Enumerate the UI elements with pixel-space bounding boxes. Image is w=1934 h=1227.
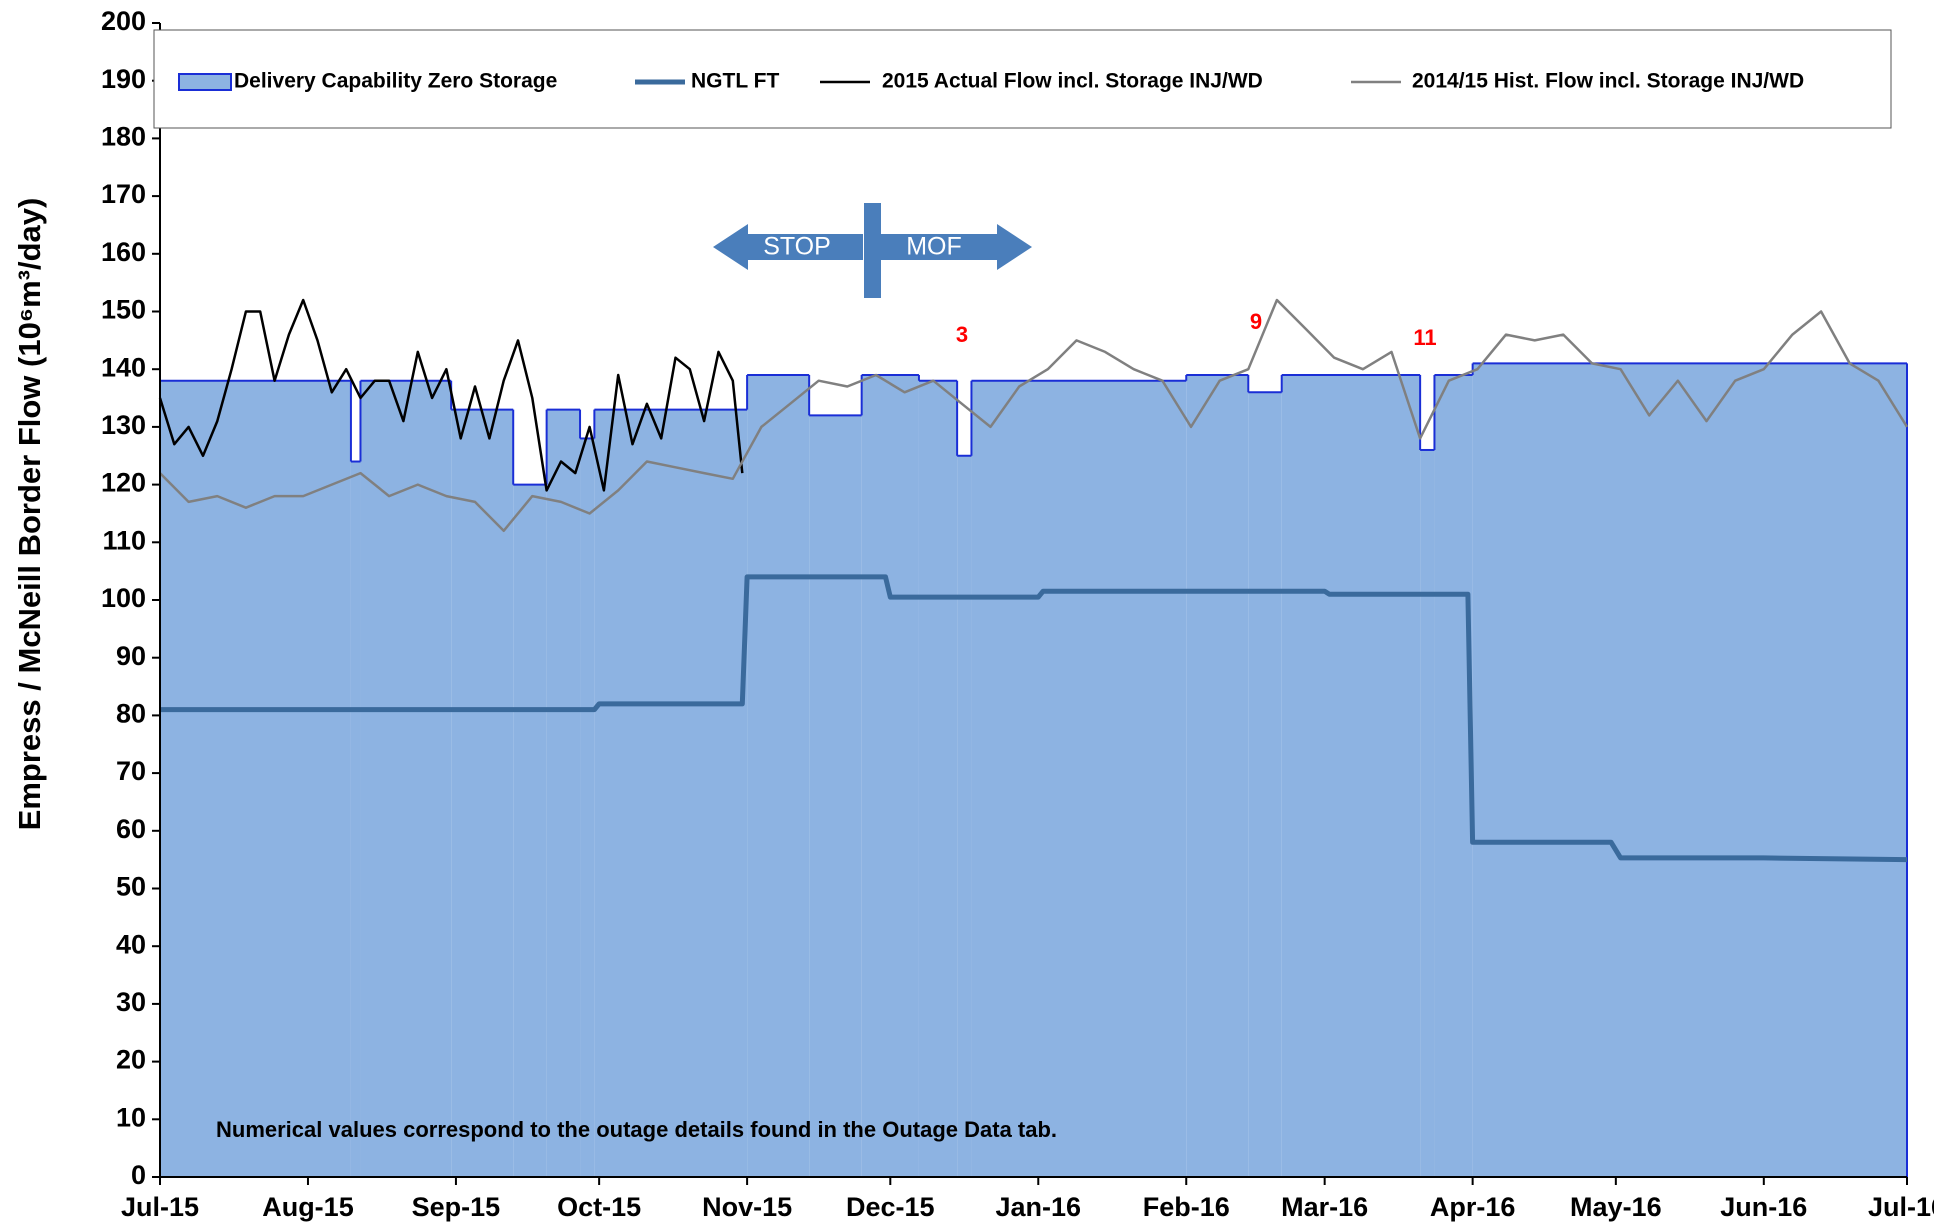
capability-step (160, 380, 351, 1177)
capability-step (1186, 374, 1249, 1178)
capability-step (1281, 374, 1421, 1178)
y-tick-label: 110 (102, 525, 146, 555)
series-line (158, 298, 744, 492)
y-tick-label: 180 (101, 122, 146, 152)
annotation: 3 (956, 322, 968, 347)
x-tick-label: Feb-16 (1143, 1192, 1230, 1222)
capability-step (451, 409, 514, 1178)
capability-step (918, 380, 958, 1177)
capability-step (861, 374, 919, 1178)
annotation: 11 (1413, 325, 1436, 350)
y-tick-label: 10 (116, 1102, 146, 1132)
x-tick-label: Mar-16 (1281, 1192, 1368, 1222)
capability-step (747, 374, 810, 1178)
annotation: STOP (763, 233, 831, 261)
overlay: Delivery Capability Zero Storage NGTL FT 2… (153, 29, 1892, 1142)
y-tick-label: 20 (116, 1045, 146, 1075)
annotation: Numerical values correspond to the outag… (216, 1117, 1057, 1142)
x-tick-label: Jun-16 (1720, 1192, 1807, 1222)
y-tick-label: 30 (116, 987, 146, 1017)
capability-step (594, 409, 748, 1178)
y-tick-label: 40 (116, 929, 146, 959)
x-tick-label: Jan-16 (995, 1192, 1081, 1222)
x-tick-label: Sep-15 (412, 1192, 501, 1222)
annotation: MOF (906, 233, 962, 261)
x-tick-label: Nov-15 (702, 1192, 792, 1222)
x-tick-label: Oct-15 (557, 1192, 641, 1222)
y-tick-label: 130 (101, 410, 146, 440)
legend-label: NGTL FT (691, 70, 779, 93)
annotation: 9 (1250, 309, 1262, 334)
plot-area: 0 10 20 30 40 50 60 70 80 90 100 110 120 130 140 150 160… (101, 6, 1934, 1222)
y-tick-label: 100 (101, 583, 146, 613)
capability-step (513, 484, 547, 1178)
stop-arrow (713, 224, 863, 270)
y-tick-label: 70 (116, 756, 146, 786)
y-tick-label: 50 (116, 872, 146, 902)
legend-label: 2014/15 Hist. Flow incl. Storage INJ/WD (1412, 70, 1804, 93)
x-tick-label: May-16 (1570, 1192, 1662, 1222)
y-tick-label: 60 (116, 814, 146, 844)
capability-step (957, 455, 972, 1177)
y-tick-label: 200 (101, 6, 146, 36)
series-line (159, 298, 1909, 533)
y-tick-label: 80 (116, 699, 146, 729)
capability-step (1472, 363, 1907, 1177)
capability-step (971, 380, 1187, 1177)
capability-step (360, 380, 452, 1177)
capability-step (350, 461, 361, 1177)
divider-bar (864, 203, 881, 298)
y-tick-label: 90 (116, 641, 146, 671)
capability-step (1434, 374, 1473, 1178)
y-tick-label: 0 (131, 1160, 146, 1190)
x-tick-label: Dec-15 (846, 1192, 935, 1222)
y-tick-label: 120 (101, 468, 146, 498)
y-axis-label: Empress / McNeill Border Flow (10⁶m³/day… (12, 198, 47, 831)
legend-label: 2015 Actual Flow incl. Storage INJ/WD (882, 70, 1263, 93)
x-tick-label: Jul-15 (121, 1192, 199, 1222)
capability-step (546, 409, 581, 1178)
y-tick-label: 160 (101, 237, 146, 267)
series-line (160, 574, 1908, 863)
capability-step (1420, 449, 1435, 1178)
y-tick-label: 170 (101, 179, 146, 209)
y-tick-label: 140 (101, 352, 146, 382)
legend-label: Delivery Capability Zero Storage (234, 70, 557, 93)
mof-arrow (881, 224, 1032, 270)
x-tick-label: Aug-15 (262, 1192, 354, 1222)
y-tick-label: 190 (101, 64, 146, 94)
capability-step (580, 438, 595, 1177)
legend-box (153, 29, 1892, 129)
capability-step (1248, 392, 1282, 1177)
x-tick-label: Jul-16 (1868, 1192, 1934, 1222)
y-tick-label: 150 (101, 295, 146, 325)
legend-swatch (178, 73, 232, 91)
x-tick-label: Apr-16 (1430, 1192, 1516, 1222)
capability-step (809, 415, 862, 1177)
